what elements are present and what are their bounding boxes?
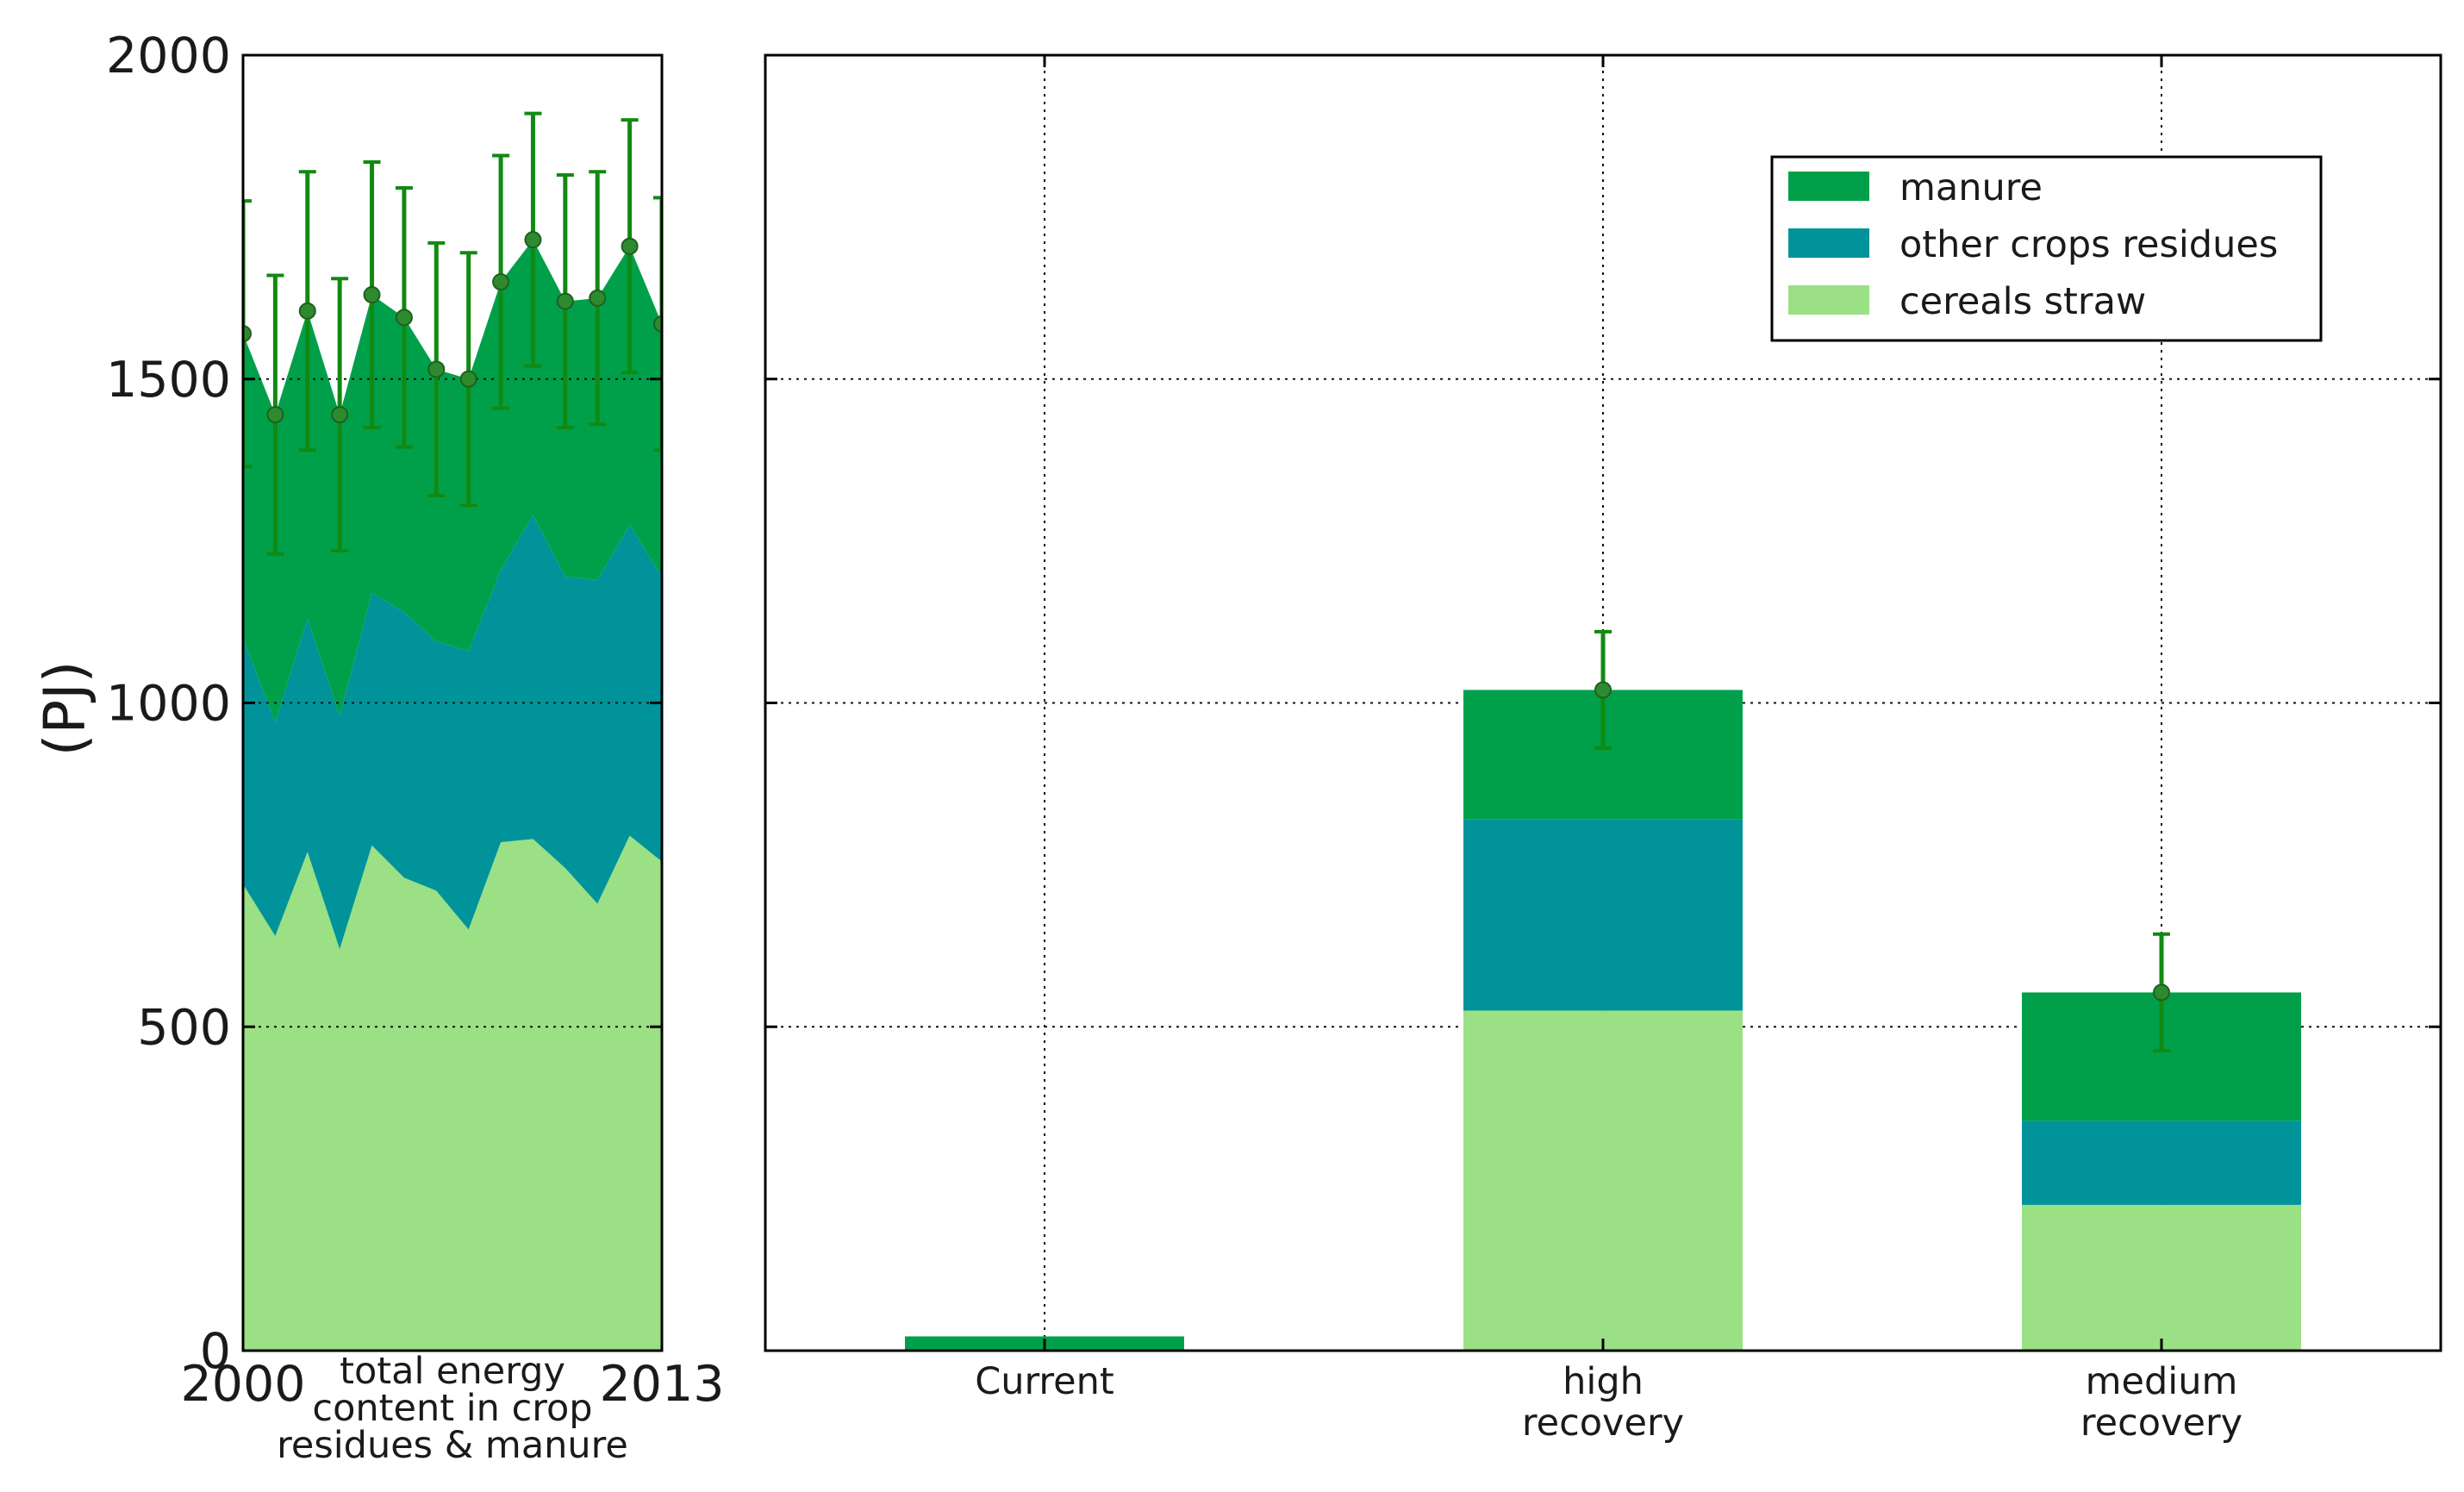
bar-other-crops-residues: [2022, 1121, 2301, 1205]
data-point-marker: [298, 302, 316, 320]
y-tick-label: 1000: [106, 676, 231, 733]
legend-label: other crops residues: [1899, 223, 2278, 266]
y-tick-label: 1500: [106, 352, 231, 409]
data-point-marker: [492, 273, 510, 291]
legend: manure other crops residues cereals straw: [1770, 155, 2323, 342]
left-area-panel: 0 500 1000 1500 2000 2000 2013 total energycont…: [106, 28, 725, 1467]
category-label: Current: [975, 1360, 1114, 1403]
y-tick-label: 2000: [106, 28, 231, 84]
y-tick-label: 0: [200, 1323, 231, 1380]
category-label: high: [1563, 1360, 1644, 1403]
area-manure: [243, 240, 662, 723]
data-point-marker: [621, 237, 639, 255]
bar-other-crops-residues: [1463, 819, 1743, 1011]
category-label: medium: [2086, 1360, 2238, 1403]
data-point-marker: [524, 231, 542, 249]
data-point-marker: [243, 325, 252, 343]
data-point-marker: [589, 289, 607, 307]
right-bar-panel: Current highrecoverymediumrecoverymanureo…: [764, 53, 2442, 1445]
data-point-marker: [331, 406, 349, 424]
data-point-marker: [395, 309, 413, 327]
data-point-marker: [556, 292, 574, 310]
x-axis-caption-line: content in crop: [312, 1387, 592, 1430]
y-tick-label: 500: [137, 999, 231, 1056]
left-plot-area: [243, 111, 662, 1351]
area-cereals-straw: [243, 835, 662, 1351]
legend-swatch: [1788, 228, 1869, 258]
data-point-marker: [2153, 983, 2170, 1002]
data-point-marker: [266, 406, 284, 424]
y-axis-title: (PJ): [32, 661, 98, 757]
area-other-crops-residues: [243, 515, 662, 950]
category-label: recovery: [1522, 1401, 1684, 1445]
category-label: recovery: [2080, 1401, 2243, 1445]
data-point-marker: [459, 370, 477, 388]
data-point-marker: [427, 360, 446, 378]
data-point-marker: [1594, 681, 1612, 699]
legend-label: cereals straw: [1899, 280, 2146, 323]
x-axis-caption-line: residues & manure: [277, 1424, 628, 1467]
data-point-marker: [363, 286, 381, 304]
legend-swatch: [1788, 285, 1869, 315]
x-axis-caption-line: total energy: [340, 1350, 565, 1393]
x-tick-label: 2000: [180, 1356, 305, 1413]
legend-label: manure: [1899, 166, 2043, 209]
data-point-marker: [653, 315, 662, 333]
bar-cereals-straw: [1463, 1010, 1743, 1351]
bar-cereals-straw: [2022, 1204, 2301, 1351]
x-tick-label: 2013: [599, 1356, 724, 1413]
legend-swatch: [1788, 172, 1869, 201]
